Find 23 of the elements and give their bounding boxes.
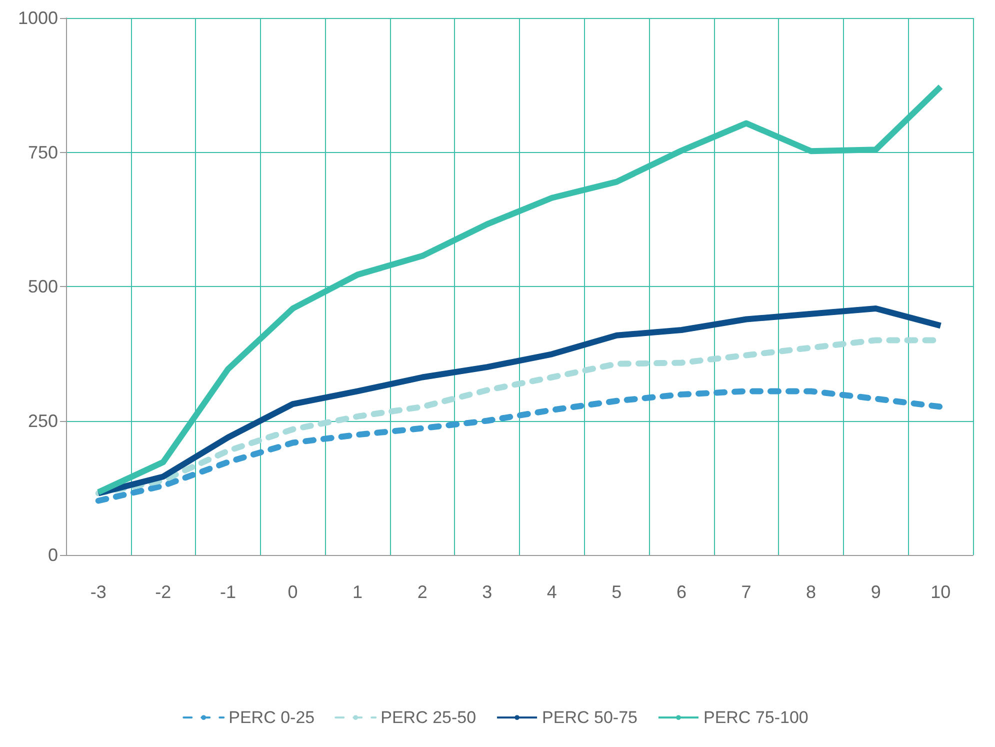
x-tick-label: 0 bbox=[288, 582, 298, 602]
legend-label: PERC 50-75 bbox=[542, 708, 638, 727]
x-tick-label: 3 bbox=[482, 582, 492, 602]
x-tick-label: 10 bbox=[930, 582, 951, 602]
x-tick-label: -3 bbox=[90, 582, 106, 602]
y-tick-label: 1000 bbox=[18, 8, 58, 28]
x-tick-label: 1 bbox=[352, 582, 363, 602]
x-tick-label: 7 bbox=[741, 582, 752, 602]
y-tick-label: 0 bbox=[48, 545, 58, 565]
x-tick-label: -2 bbox=[155, 582, 172, 602]
x-tick-label: 5 bbox=[612, 582, 622, 602]
y-tick-label: 750 bbox=[28, 142, 58, 162]
y-tick-label: 250 bbox=[28, 410, 58, 431]
x-tick-label: 9 bbox=[870, 582, 881, 602]
legend-label: PERC 25-50 bbox=[380, 708, 476, 727]
x-tick-label: 2 bbox=[417, 582, 428, 602]
x-tick-label: 8 bbox=[806, 582, 816, 602]
legend-label: PERC 75-100 bbox=[703, 708, 808, 727]
x-tick-label: -1 bbox=[220, 582, 236, 602]
x-tick-label: 6 bbox=[676, 582, 686, 602]
y-tick-label: 500 bbox=[28, 276, 58, 296]
x-tick-label: 4 bbox=[546, 582, 557, 602]
legend-label: PERC 0-25 bbox=[228, 708, 315, 727]
